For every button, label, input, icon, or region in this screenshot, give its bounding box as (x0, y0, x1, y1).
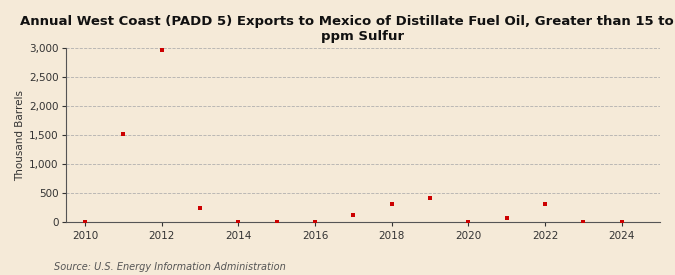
Point (578, 220, 589, 224)
Point (502, 216, 512, 220)
Title: Annual West Coast (PADD 5) Exports to Mexico of Distillate Fuel Oil, Greater tha: Annual West Coast (PADD 5) Exports to Me… (20, 15, 675, 43)
Point (80, 220, 90, 224)
Point (271, 220, 282, 224)
Point (310, 220, 321, 224)
Point (348, 213, 358, 218)
Text: Source: U.S. Energy Information Administration: Source: U.S. Energy Information Administ… (54, 262, 286, 272)
Y-axis label: Thousand Barrels: Thousand Barrels (15, 90, 25, 181)
Point (118, 131, 129, 136)
Point (463, 220, 474, 224)
Point (156, 48, 167, 52)
Point (233, 220, 244, 224)
Point (539, 202, 550, 207)
Point (616, 220, 627, 224)
Point (194, 206, 205, 210)
Point (386, 202, 397, 206)
Point (425, 196, 435, 200)
